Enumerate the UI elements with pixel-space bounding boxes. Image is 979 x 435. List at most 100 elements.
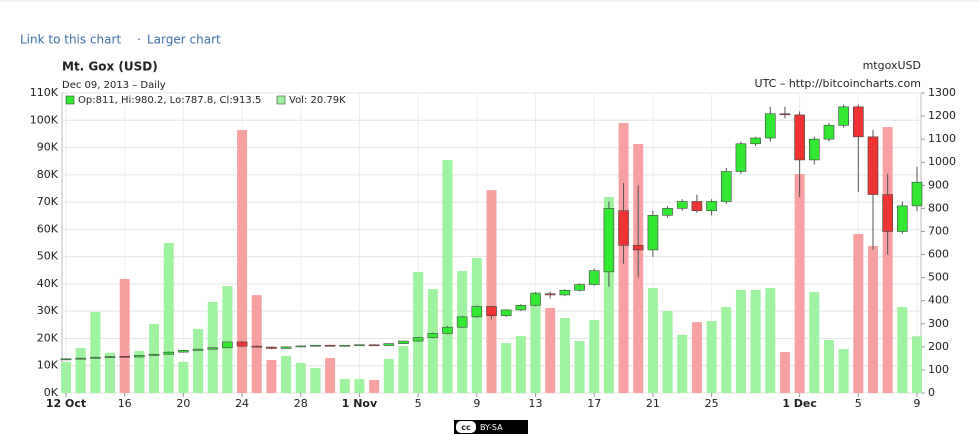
candle-body: [398, 340, 409, 344]
candle-body: [647, 215, 659, 251]
volume-bar: [398, 346, 409, 393]
y-tick-label: 40K: [37, 277, 59, 290]
candle-body: [794, 114, 805, 161]
volume-bar: [339, 379, 350, 393]
volume-bar: [354, 379, 365, 393]
y2-tick-label: 0: [928, 386, 935, 399]
candle-body: [764, 113, 776, 139]
candle-body: [192, 348, 204, 351]
candle-body: [251, 345, 263, 348]
volume-bar: [237, 130, 248, 393]
volume-bar: [603, 196, 614, 393]
volume-bar: [867, 246, 878, 393]
y-tick-label: 30K: [37, 304, 59, 317]
candle-body: [632, 245, 644, 251]
y2-tick-label: 400: [928, 294, 949, 307]
candle-body: [853, 106, 864, 138]
volume-bar: [574, 340, 585, 393]
candle-body: [574, 284, 585, 291]
volume-bar: [501, 343, 512, 393]
volume-bar: [61, 361, 71, 393]
x-tick-label: 16: [118, 397, 132, 410]
volume-bar: [823, 340, 834, 393]
y-tick-label: 100K: [30, 113, 59, 126]
symbol: mtgoxUSD: [863, 59, 921, 72]
x-tick-label: 24: [235, 397, 249, 410]
y2-tick-label: 1000: [928, 155, 956, 168]
candle-body: [662, 208, 673, 216]
candle-body: [838, 106, 849, 126]
candle-body: [618, 210, 629, 246]
y2-tick-label: 500: [928, 271, 949, 284]
candle-body: [720, 171, 732, 202]
candle-body: [339, 344, 351, 347]
candle-body: [911, 181, 923, 207]
volume-bar: [222, 286, 233, 393]
volume-bar: [794, 174, 805, 393]
volume-bar: [457, 271, 468, 393]
candle-body: [706, 201, 717, 211]
license-icon: [456, 421, 476, 433]
x-tick-label: 28: [294, 397, 308, 410]
candle-body: [676, 201, 688, 209]
volume-bar: [545, 307, 556, 393]
volume-bar: [413, 271, 424, 393]
y2-tick-label: 200: [928, 340, 949, 353]
volume-bar: [706, 321, 717, 393]
volume-bar: [369, 379, 380, 393]
link[interactable]: Link to this chart: [20, 33, 121, 47]
candle-body: [897, 205, 908, 232]
candle-body: [368, 344, 380, 347]
volume-bar: [310, 367, 321, 393]
volume-bar: [295, 363, 306, 393]
x-tick-label: 13: [529, 397, 543, 410]
candle-body: [134, 355, 145, 358]
candle-body: [90, 356, 101, 359]
candle-body: [163, 351, 175, 355]
x-tick-label: 17: [587, 397, 601, 410]
y2-tick-label: 600: [928, 248, 949, 261]
volume-bar: [134, 351, 145, 393]
y-tick-label: 110K: [30, 86, 59, 99]
candle-body: [104, 356, 116, 358]
volume-bar: [149, 324, 160, 393]
candle-body: [823, 125, 835, 140]
subtitle: Dec 09, 2013 – Daily: [62, 80, 166, 91]
candle-body: [60, 358, 72, 361]
volume-bar: [589, 319, 600, 393]
candle-body: [295, 345, 307, 348]
source: UTC – http://bitcoincharts.com: [755, 77, 921, 90]
volume-bar: [838, 349, 849, 393]
license-text: BY-SA: [480, 423, 503, 432]
x-tick-label: 21: [646, 397, 660, 410]
y2-tick-label: 300: [928, 317, 949, 330]
y2-tick-label: 100: [928, 363, 949, 376]
candle-body: [266, 346, 277, 349]
y2-tick-label: 900: [928, 178, 949, 191]
candle-body: [310, 344, 321, 347]
volume-bar: [119, 279, 130, 393]
license-cc: cc: [461, 423, 471, 432]
volume-bar: [325, 358, 336, 393]
volume-bar: [486, 190, 497, 393]
volume-bar: [647, 288, 658, 393]
volume-bar: [677, 334, 688, 393]
y2-tick-label: 1100: [928, 132, 956, 145]
candle-body: [515, 305, 527, 311]
volume-bar: [853, 234, 864, 393]
volume-bar: [779, 352, 790, 393]
x-tick-label: 12 Oct: [46, 397, 86, 410]
volume-bar: [90, 312, 101, 393]
volume-bar: [163, 243, 174, 393]
y-tick-label: 90K: [37, 141, 59, 154]
y-tick-label: 10K: [37, 359, 59, 372]
candle-body: [559, 290, 571, 296]
chart-title: Mt. Gox (USD): [62, 60, 158, 74]
volume-bar: [383, 358, 394, 393]
y2-tick-label: 700: [928, 224, 949, 237]
link[interactable]: Larger chart: [147, 33, 221, 47]
candle-body: [530, 293, 541, 306]
candle-body: [486, 306, 497, 316]
candle-body: [442, 326, 453, 334]
